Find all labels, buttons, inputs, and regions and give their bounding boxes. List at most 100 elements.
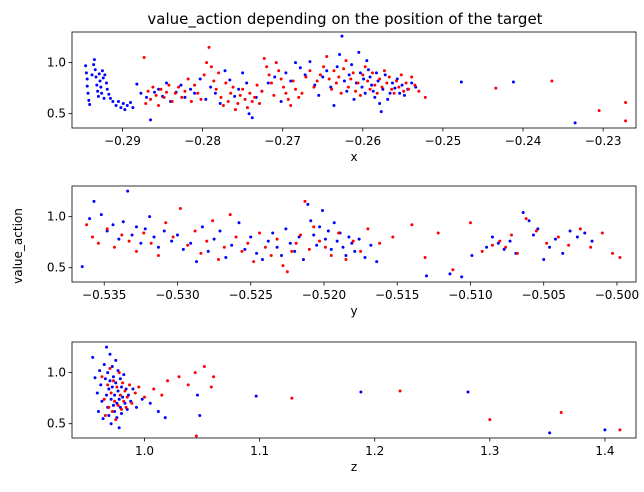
panel-x-series-0-point-12	[95, 83, 99, 87]
panel-x-series-0-point-97	[370, 83, 374, 87]
panel-x-series-1-point-53	[279, 77, 283, 81]
panel-z-series-0-point-3	[96, 409, 100, 413]
panel-y-series-0-point-24	[212, 237, 216, 241]
panel-x-series-0-point-47	[183, 95, 187, 99]
panel-z-frame	[71, 341, 637, 439]
panel-y-series-0-point-36	[279, 253, 283, 257]
panel-x-series-0-point-5	[87, 98, 91, 102]
panel-y-series-0-point-73	[521, 211, 525, 215]
panel-z-series-1-point-9	[113, 399, 117, 403]
panel-y-series-0-point-63	[425, 274, 429, 278]
panel-x-series-0-point-107	[388, 91, 392, 95]
panel-x-series-0-point-66	[273, 75, 277, 79]
panel-x-series-1-point-70	[330, 87, 334, 91]
panel-x-series-1-point-105	[417, 89, 421, 93]
panel-x-series-1-point-55	[284, 91, 288, 95]
panel-y-series-1-point-66	[600, 231, 604, 235]
panel-x-series-0-point-11	[94, 75, 98, 79]
panel-z-series-0-point-19	[109, 422, 113, 426]
panel-x-series-0-point-27	[111, 99, 115, 103]
panel-y-xtick-label-4: −0.515	[375, 288, 419, 302]
panel-x-series-1-point-78	[349, 77, 353, 81]
panel-x-series-1-point-76	[344, 59, 348, 63]
panel-x-series-0-point-13	[96, 89, 100, 93]
panel-z-series-0-point-1	[93, 376, 97, 380]
panel-y-series-1-point-40	[329, 253, 333, 257]
panel-y-series-0-point-14	[152, 235, 156, 239]
panel-y-series-0-point-43	[309, 219, 313, 223]
panel-x-series-1-point-34	[233, 108, 237, 112]
panel-z-series-0-point-25	[113, 409, 117, 413]
panel-z-series-0-point-26	[114, 358, 118, 362]
panel-x-series-1-point-27	[217, 71, 221, 75]
panel-y-frame	[71, 185, 637, 283]
panel-y-series-0-point-66	[470, 253, 474, 257]
panel-y-series-0-point-25	[218, 229, 222, 233]
panel-z-series-1-point-28	[166, 379, 170, 383]
panel-x-series-1-point-22	[205, 61, 209, 65]
panel-z-series-1-point-15	[119, 407, 123, 411]
panel-x-series-1-point-32	[229, 91, 233, 95]
panel-x-series-0-point-85	[347, 73, 351, 77]
panel-x-series-1-point-93	[385, 81, 389, 85]
panel-x-series-0-point-34	[128, 100, 132, 104]
panel-y-series-0-point-81	[568, 229, 572, 233]
panel-x-series-0-point-41	[157, 87, 161, 91]
panel-y-series-0-point-51	[332, 221, 336, 225]
panel-z-series-0-point-52	[195, 393, 199, 397]
panel-y-points	[80, 189, 622, 279]
panel-x-series-0-point-69	[289, 79, 293, 83]
panel-y-series-0-point-27	[230, 243, 234, 247]
panel-x-series-1-point-25	[212, 79, 216, 83]
panel-z-series-1-point-33	[202, 365, 206, 369]
panel-x-series-1-point-24	[209, 65, 213, 69]
panel-x-series-1-point-45	[260, 89, 264, 93]
panel-x-series-1-point-63	[308, 69, 312, 73]
panel-y-series-1-point-18	[211, 219, 215, 223]
panel-y-series-0-point-62	[375, 260, 379, 264]
panel-x-series-0-point-80	[335, 65, 339, 69]
panel-x-series-1-point-5	[154, 93, 158, 97]
panel-z-series-1-point-5	[108, 367, 112, 371]
panel-y-series-1-point-62	[556, 235, 560, 239]
panel-y-series-0-point-28	[237, 221, 241, 225]
panel-z-series-0-point-57	[548, 431, 552, 435]
panel-x-series-0-point-103	[379, 110, 383, 114]
panel-y-series-0-point-56	[347, 235, 351, 239]
panel-x: −0.29 −0.28 −0.27 −0.26 −0.25 −0.24 −0.23 0.5 1.…	[47, 31, 637, 164]
panel-x-series-1-point-38	[243, 97, 247, 101]
panels: −0.29 −0.28 −0.27 −0.26 −0.25 −0.24 −0.230.51.…	[47, 31, 639, 474]
panel-x-series-1-point-65	[315, 79, 319, 83]
panel-y-series-1-point-23	[240, 249, 244, 253]
panel-y-series-1-point-27	[263, 245, 267, 249]
panel-y-series-0-point-79	[553, 237, 557, 241]
panel-x-series-1-point-111	[624, 119, 628, 123]
panel-x-series-1-point-3	[149, 97, 153, 101]
panel-y-series-0-point-80	[561, 251, 565, 255]
panel-y-series-1-point-25	[252, 260, 256, 264]
panel-x-ytick-label-1: 1.0	[47, 56, 66, 70]
panel-y-series-1-point-65	[589, 245, 593, 249]
panel-x-series-0-point-58	[237, 87, 241, 91]
panel-x-xtick-label-4: −0.25	[425, 134, 462, 148]
panel-z-series-1-point-27	[160, 393, 164, 397]
panel-x-series-0-point-67	[279, 99, 283, 103]
panel-z-series-0-point-48	[148, 401, 152, 405]
panel-y-series-0-point-22	[200, 225, 204, 229]
panel-x-series-0-point-4	[86, 91, 90, 95]
panel-x-series-1-point-96	[392, 91, 396, 95]
panel-x-series-0-point-54	[218, 101, 222, 105]
panel-y-series-0-point-31	[255, 251, 259, 255]
panel-y-xtick-label-0: −0.535	[82, 288, 126, 302]
panel-y-series-1-point-19	[216, 258, 220, 262]
panel-y-series-0-point-12	[143, 227, 147, 231]
panel-z-series-1-point-8	[111, 379, 115, 383]
panel-x-series-0-point-39	[149, 118, 153, 122]
panel-x-series-0-point-89	[357, 50, 361, 54]
panel-y-series-1-point-49	[423, 255, 427, 259]
panel-y-series-0-point-1	[88, 217, 92, 221]
panel-x-series-1-point-101	[404, 81, 408, 85]
panel-y-ytick-label-0: 0.5	[47, 261, 66, 275]
panel-z-series-0-point-46	[134, 405, 138, 409]
